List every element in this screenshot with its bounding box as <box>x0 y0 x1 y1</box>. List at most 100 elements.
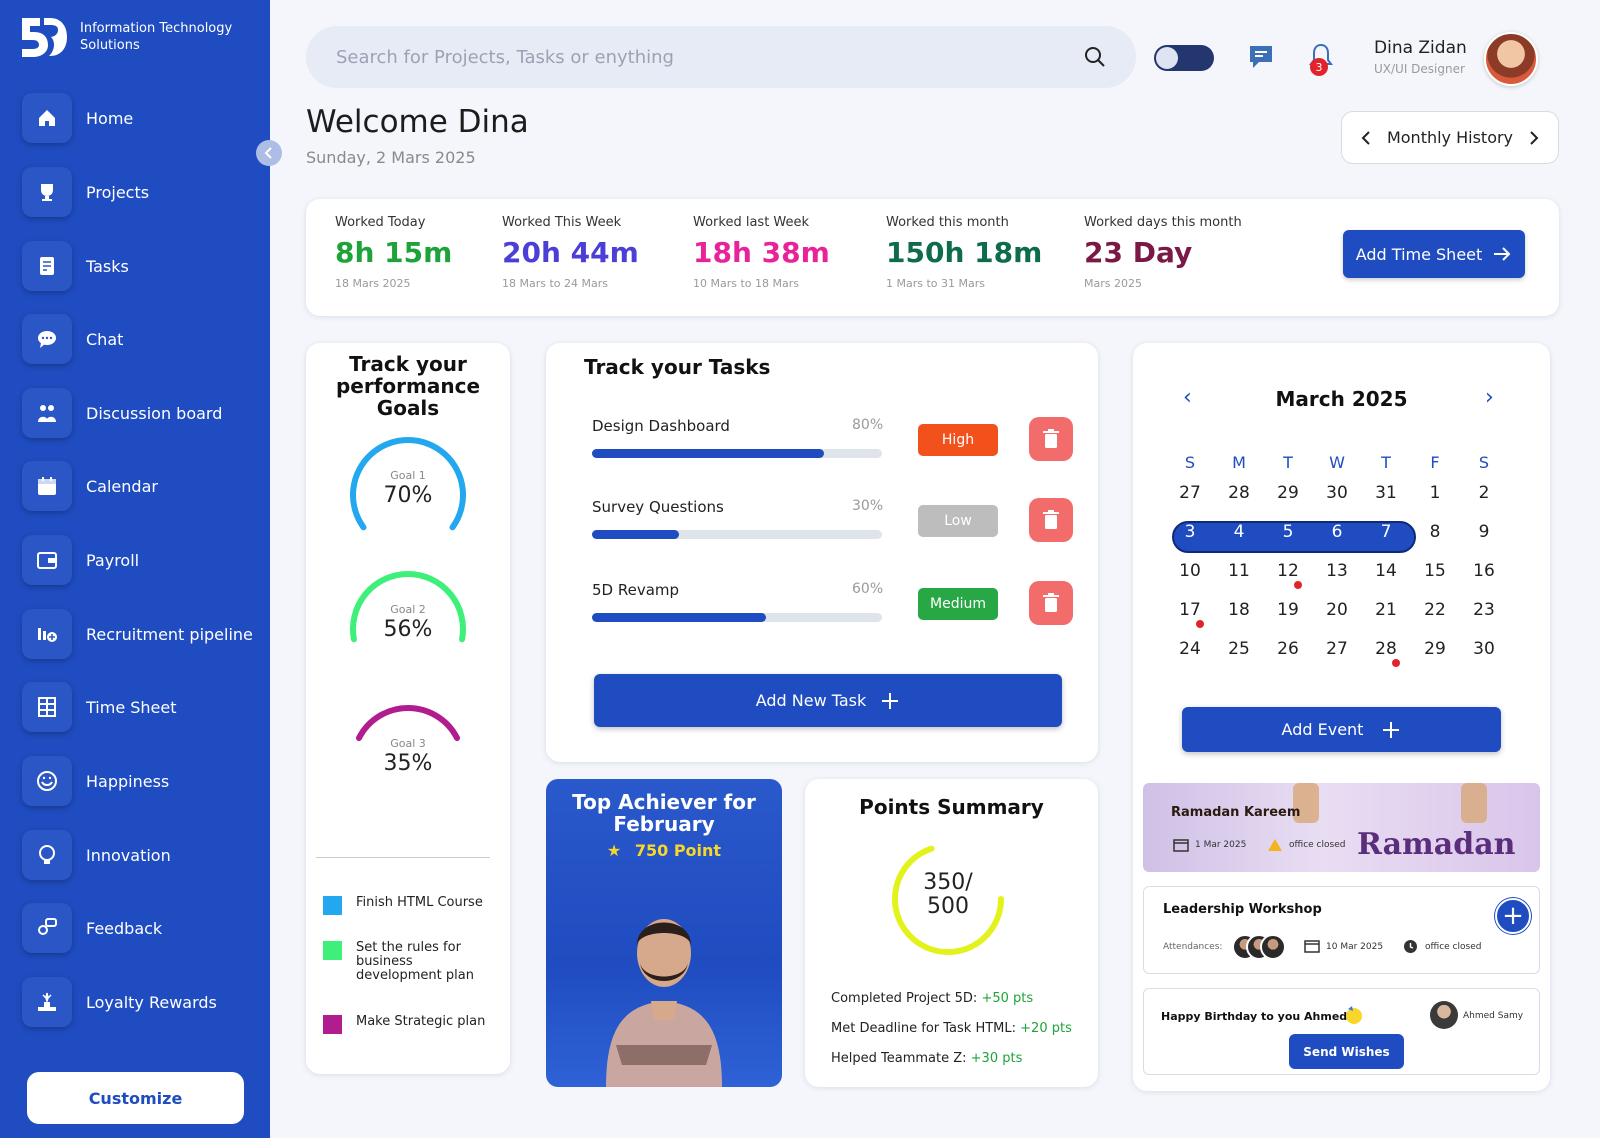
calendar-day[interactable]: 14 <box>1375 561 1397 581</box>
add-event-button[interactable]: Add Event <box>1182 707 1501 752</box>
search-input[interactable]: Search for Projects, Tasks or enything <box>336 46 674 68</box>
calendar-day[interactable]: 22 <box>1424 600 1446 620</box>
goal-legend-item: Make Strategic plan <box>323 1015 496 1034</box>
calendar-day[interactable]: 8 <box>1429 522 1441 542</box>
calendar-day[interactable]: 26 <box>1277 639 1299 659</box>
add-time-sheet-button[interactable]: Add Time Sheet <box>1343 230 1525 278</box>
priority-badge[interactable]: Low <box>918 505 998 537</box>
calendar-day[interactable]: 30 <box>1473 639 1495 659</box>
workshop-event-card[interactable]: Leadership Workshop + Attendances: 10 Ma… <box>1143 886 1540 974</box>
calendar-day[interactable]: 1 <box>1429 483 1441 503</box>
add-attendee-button[interactable]: + <box>1495 898 1531 934</box>
chevron-right-icon[interactable] <box>1528 130 1540 146</box>
search-icon[interactable] <box>1084 46 1106 68</box>
sidebar-item-time-sheet[interactable]: Time Sheet <box>22 682 262 732</box>
user-avatar[interactable] <box>1484 32 1538 86</box>
calendar-day[interactable]: 29 <box>1424 639 1446 659</box>
task-row: 5D Revamp 60% Medium <box>592 581 1082 641</box>
ramadan-event-card[interactable]: Ramadan Kareem 1 Mar 2025 office closed … <box>1143 783 1540 872</box>
calendar-day[interactable]: 28 <box>1375 639 1397 659</box>
calendar-day[interactable]: 23 <box>1473 600 1495 620</box>
calendar-day[interactable]: 30 <box>1326 483 1348 503</box>
sidebar-item-label: Tasks <box>86 256 129 276</box>
stat-label: Worked this month <box>886 215 1009 230</box>
goal-label: Goal 2 <box>390 603 426 616</box>
sidebar-item-home[interactable]: Home <box>22 93 262 143</box>
wallet-icon <box>22 535 72 585</box>
send-wishes-button[interactable]: Send Wishes <box>1289 1034 1404 1069</box>
sidebar-item-projects[interactable]: Projects <box>22 167 262 217</box>
messages-icon[interactable] <box>1247 43 1275 71</box>
sidebar-item-chat[interactable]: Chat <box>22 314 262 364</box>
calendar-day[interactable]: 27 <box>1326 639 1348 659</box>
customize-button[interactable]: Customize <box>27 1072 244 1124</box>
sidebar-item-recruitment-pipeline[interactable]: Recruitment pipeline <box>22 609 262 659</box>
points-value-line1: 350/ <box>923 870 973 895</box>
calendar-day[interactable]: 19 <box>1277 600 1299 620</box>
event-dot <box>1294 581 1302 589</box>
calendar-day[interactable]: 16 <box>1473 561 1495 581</box>
notification-badge: 3 <box>1310 58 1328 76</box>
calendar-day[interactable]: 21 <box>1375 600 1397 620</box>
calendar-next-icon[interactable]: › <box>1485 385 1494 410</box>
calendar-day[interactable]: 27 <box>1179 483 1201 503</box>
calendar-day[interactable]: 25 <box>1228 639 1250 659</box>
sidebar-item-innovation[interactable]: Innovation <box>22 830 262 880</box>
monthly-history-nav[interactable]: Monthly History <box>1341 111 1559 164</box>
calendar-day[interactable]: 29 <box>1277 483 1299 503</box>
sidebar-item-discussion-board[interactable]: Discussion board <box>22 388 262 438</box>
calendar-day[interactable]: 13 <box>1326 561 1348 581</box>
sidebar-item-label: Feedback <box>86 918 163 938</box>
calendar-day[interactable]: 17 <box>1179 600 1201 620</box>
calendar-day[interactable]: 6 <box>1331 522 1343 542</box>
calendar-day[interactable]: 4 <box>1233 522 1245 542</box>
brand-line1: Information Technology <box>80 21 233 36</box>
attendee-avatar <box>1260 934 1286 960</box>
chevron-left-icon[interactable] <box>1360 130 1372 146</box>
calendar-day[interactable]: 15 <box>1424 561 1446 581</box>
sidebar-item-tasks[interactable]: Tasks <box>22 241 262 291</box>
sidebar-item-payroll[interactable]: Payroll <box>22 535 262 585</box>
calendar-day[interactable]: 31 <box>1375 483 1397 503</box>
brand[interactable]: Information Technology Solutions <box>20 16 232 58</box>
calendar-day[interactable]: 10 <box>1179 561 1201 581</box>
legend-text: Set the rules for business development p… <box>356 940 474 983</box>
sidebar-item-loyalty-rewards[interactable]: Loyalty Rewards <box>22 977 262 1027</box>
ramadan-status: office closed <box>1289 840 1346 850</box>
star-icon: ★ <box>606 841 622 860</box>
search-bar[interactable]: Search for Projects, Tasks or enything <box>306 26 1136 88</box>
calendar-day[interactable]: 3 <box>1184 522 1196 542</box>
priority-badge[interactable]: Medium <box>918 588 998 620</box>
goals-title: Track your performance Goals <box>306 353 510 419</box>
calendar-prev-icon[interactable]: ‹ <box>1183 385 1192 410</box>
calendar-day[interactable]: 11 <box>1228 561 1250 581</box>
theme-toggle[interactable] <box>1154 45 1214 71</box>
priority-badge[interactable]: High <box>918 424 998 456</box>
add-new-task-button[interactable]: Add New Task <box>594 674 1062 727</box>
sidebar-item-calendar[interactable]: Calendar <box>22 461 262 511</box>
calendar-day[interactable]: 12 <box>1277 561 1299 581</box>
party-face-icon <box>1346 1006 1362 1024</box>
stat-value: 150h 18m <box>886 236 1043 269</box>
brand-text: Information Technology Solutions <box>80 20 232 54</box>
collapse-sidebar-button[interactable] <box>256 140 282 166</box>
sidebar-item-label: Recruitment pipeline <box>86 624 253 644</box>
delete-task-button[interactable] <box>1029 581 1073 625</box>
points-line-text: Met Deadline for Task HTML: <box>831 1021 1021 1036</box>
sidebar-item-happiness[interactable]: Happiness <box>22 756 262 806</box>
delete-task-button[interactable] <box>1029 417 1073 461</box>
calendar-day[interactable]: 20 <box>1326 600 1348 620</box>
goals-title-line3: Goals <box>376 396 440 420</box>
selected-week-highlight <box>1172 521 1416 553</box>
calendar-day[interactable]: 2 <box>1478 483 1490 503</box>
stat-subtext: 18 Mars 2025 <box>335 277 411 290</box>
sidebar-item-feedback[interactable]: Feedback <box>22 903 262 953</box>
calendar-day[interactable]: 5 <box>1282 522 1294 542</box>
calendar-day[interactable]: 18 <box>1228 600 1250 620</box>
calendar-day[interactable]: 9 <box>1478 522 1490 542</box>
calendar-day[interactable]: 24 <box>1179 639 1201 659</box>
calendar-day[interactable]: 28 <box>1228 483 1250 503</box>
delete-task-button[interactable] <box>1029 498 1073 542</box>
calendar-day[interactable]: 7 <box>1380 522 1392 542</box>
task-progress-fill <box>592 530 679 539</box>
